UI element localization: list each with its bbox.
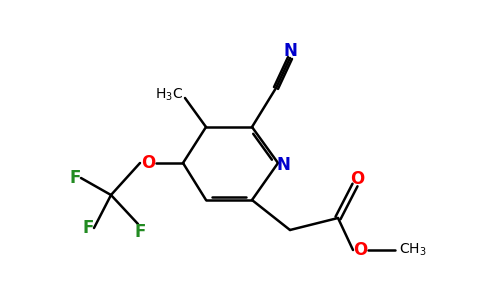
Text: CH$_3$: CH$_3$ bbox=[399, 242, 426, 258]
Text: O: O bbox=[353, 241, 367, 259]
Text: F: F bbox=[135, 223, 146, 241]
Text: N: N bbox=[276, 156, 290, 174]
Text: F: F bbox=[69, 169, 81, 187]
Text: H$_3$C: H$_3$C bbox=[155, 87, 183, 103]
Text: O: O bbox=[141, 154, 155, 172]
Text: N: N bbox=[283, 42, 297, 60]
Text: O: O bbox=[350, 170, 364, 188]
Text: F: F bbox=[82, 219, 94, 237]
